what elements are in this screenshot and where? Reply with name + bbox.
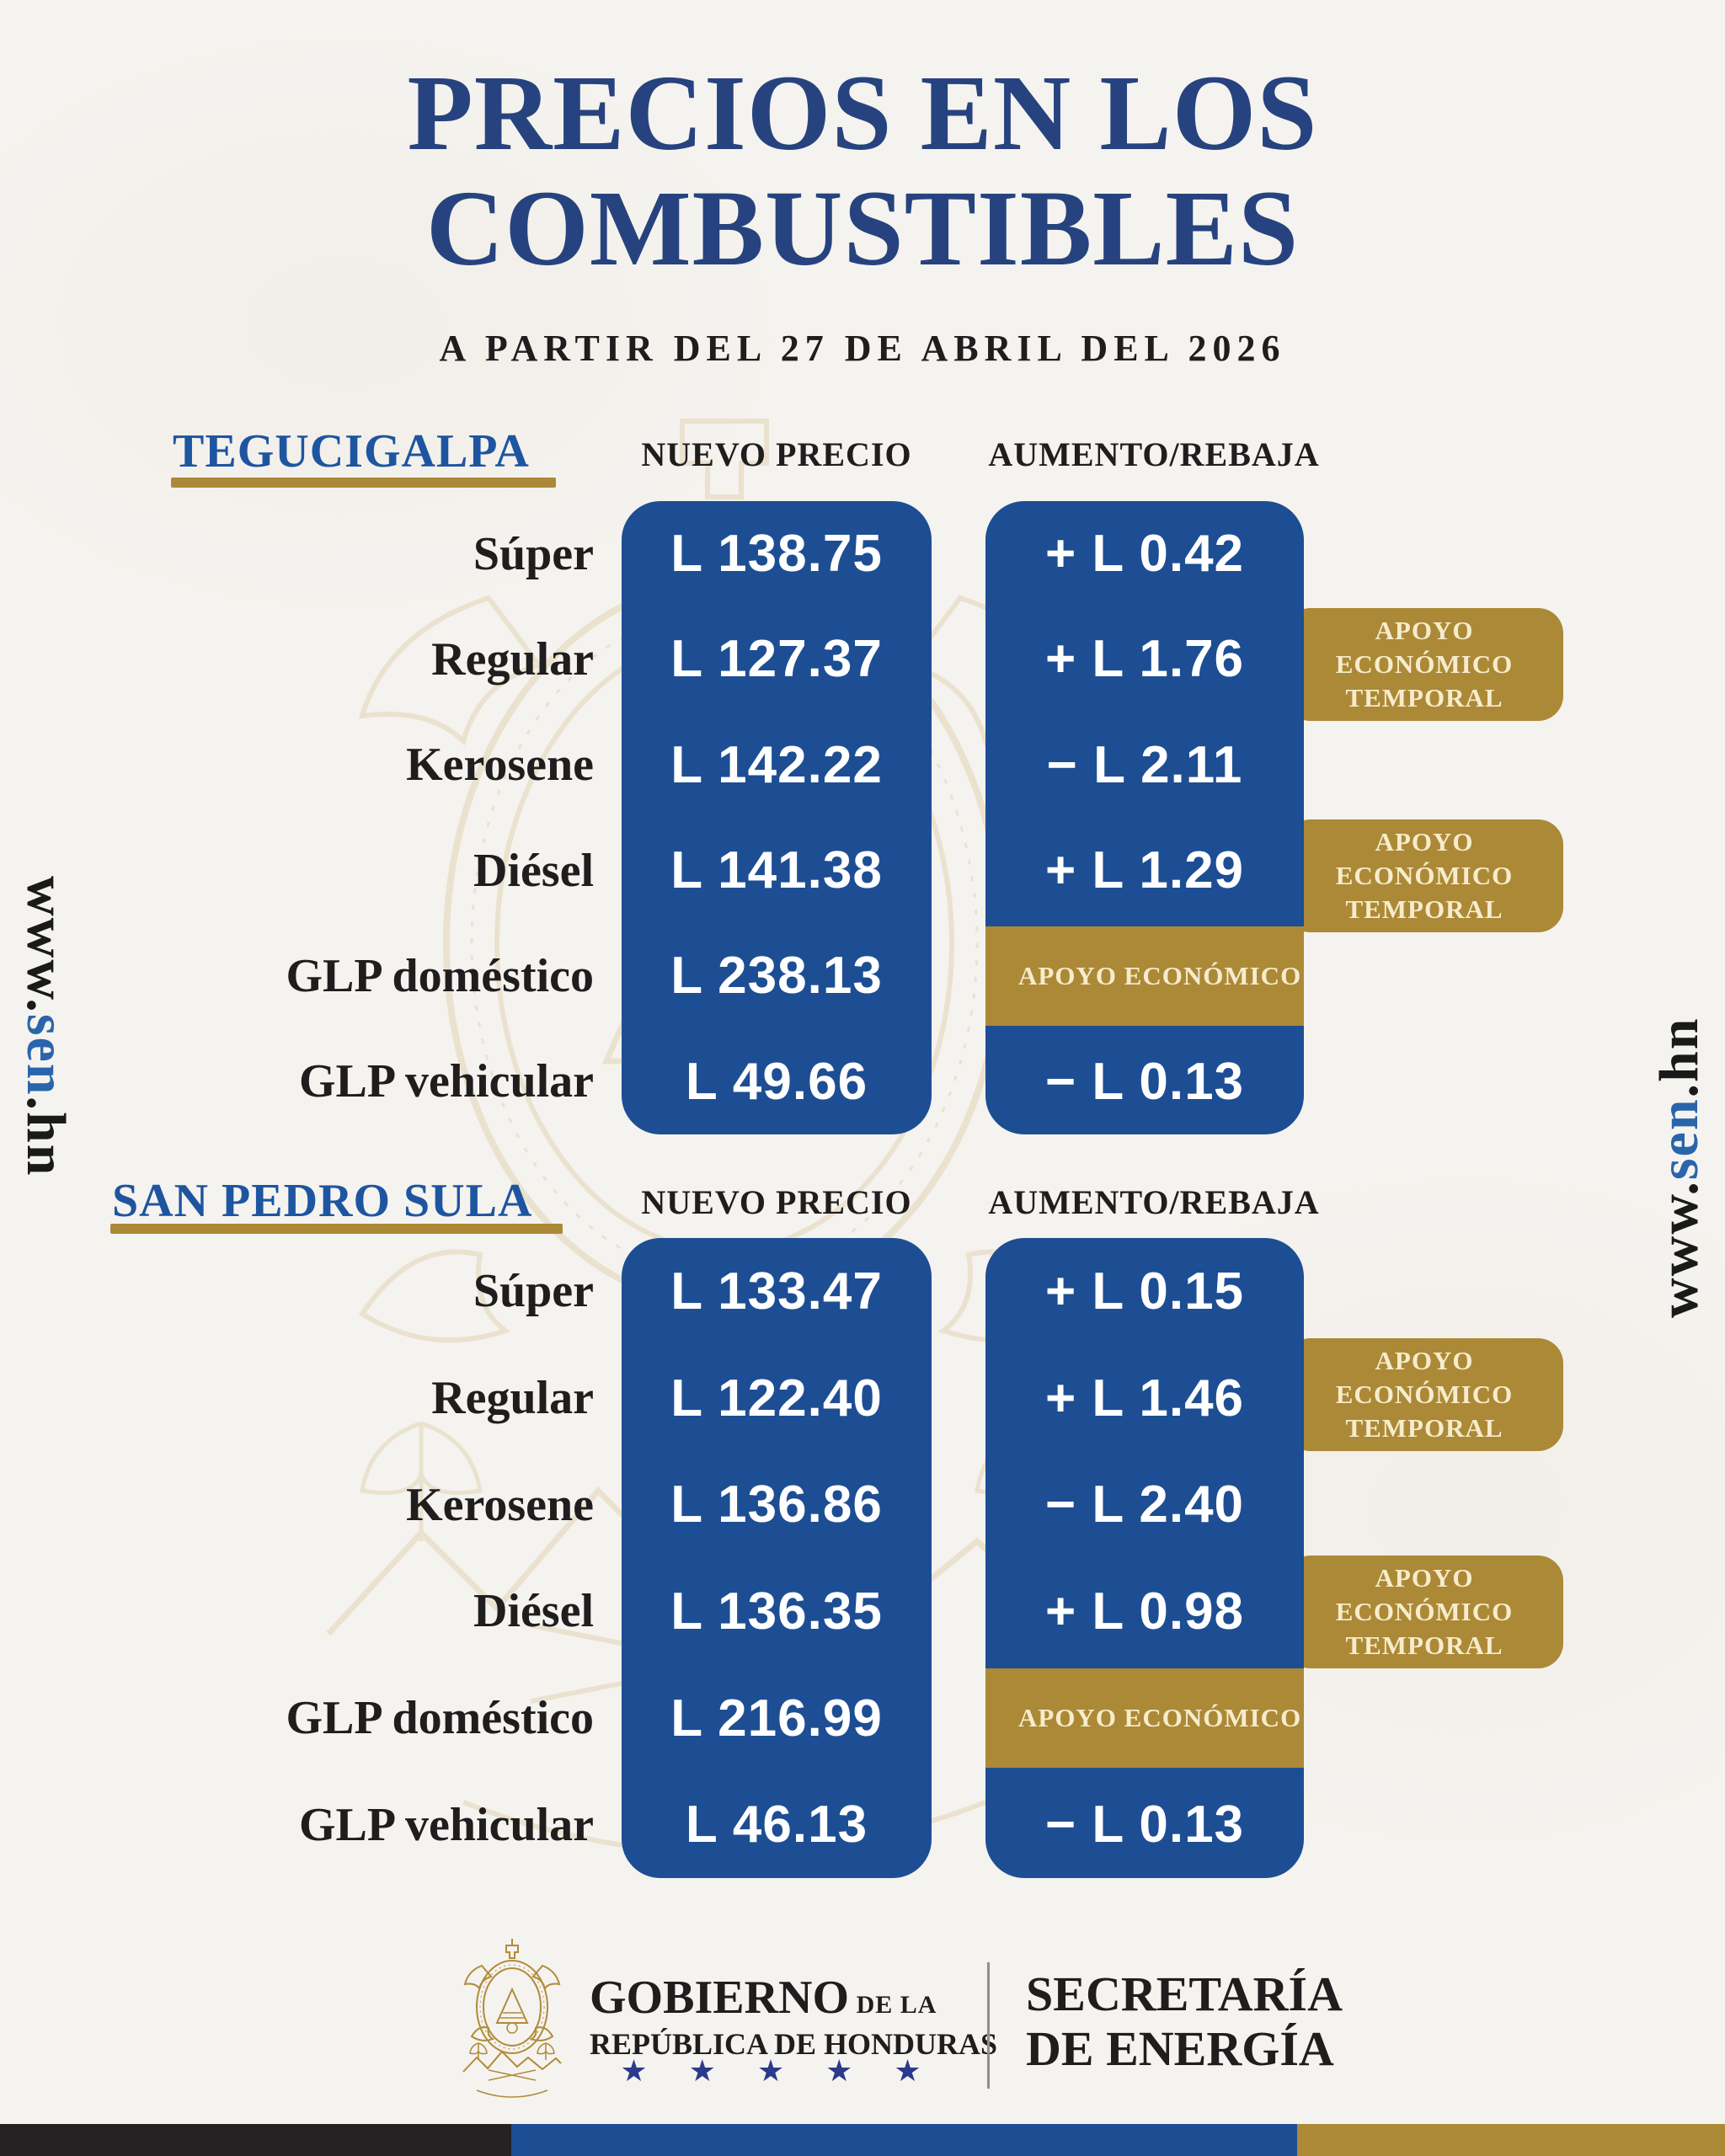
five-stars-icon: ★ ★ ★ ★ ★: [620, 2054, 921, 2088]
support-badge-regular: APOYO ECONÓMICO TEMPORAL: [1285, 1338, 1563, 1451]
price-value: L 142.22: [670, 735, 883, 794]
website-url-left: www.sen.hn: [13, 876, 77, 1177]
change-value: − L 0.13: [1044, 1796, 1245, 1854]
column-header-new-price: NUEVO PRECIO: [641, 435, 912, 473]
government-name: GOBIERNO DE LA: [590, 1971, 943, 2025]
city-underline: [171, 478, 556, 488]
change-value: + L 0.98: [1044, 1582, 1245, 1641]
url-suffix: .hn: [15, 1096, 77, 1177]
secretary-line1: SECRETARÍA: [1026, 1967, 1343, 2021]
bottom-bar-gold-segment: [1297, 2124, 1725, 2156]
url-prefix: www.: [15, 876, 77, 1014]
change-band-cell: APOYO ECONÓMICO TEMPORAL: [985, 1665, 1304, 1772]
fuel-labels: Súper Regular Kerosene Diésel GLP domést…: [101, 1238, 594, 1878]
fuel-label: GLP doméstico: [286, 1692, 594, 1745]
fuel-label: Súper: [473, 527, 594, 580]
footer-divider: [987, 1962, 990, 2089]
change-band-cell: APOYO ECONÓMICO TEMPORAL: [985, 923, 1304, 1028]
website-url-right: www.sen.hn: [1648, 1017, 1712, 1318]
column-header-change: AUMENTO/REBAJA: [988, 1183, 1320, 1221]
support-band: APOYO ECONÓMICO TEMPORAL: [985, 926, 1304, 1026]
fuel-label: GLP vehicular: [299, 1055, 594, 1108]
change-panel: + L 0.42 + L 1.76 − L 2.11 + L 1.29 APOY…: [985, 501, 1304, 1134]
support-badge-text: APOYO ECONÓMICO TEMPORAL: [1335, 1562, 1514, 1661]
change-value: + L 1.29: [1044, 841, 1245, 900]
government-brand: GOBIERNO DE LA REPÚBLICA DE HONDURAS: [590, 1971, 998, 2062]
change-value: − L 2.40: [1044, 1476, 1245, 1534]
url-prefix: www.: [1648, 1180, 1710, 1318]
city-name: SAN PEDRO SULA: [112, 1175, 533, 1227]
url-mid: sen: [15, 1013, 77, 1097]
page-title: PRECIOS EN LOS COMBUSTIBLES: [0, 56, 1725, 286]
support-badge-text: APOYO ECONÓMICO TEMPORAL: [1335, 1345, 1514, 1444]
price-value: L 141.38: [670, 841, 883, 900]
change-value: − L 0.13: [1044, 1052, 1245, 1111]
secretary-line2: DE ENERGÍA: [1026, 2020, 1334, 2076]
bottom-color-bar: [0, 2124, 1725, 2156]
support-badge-text: APOYO ECONÓMICO TEMPORAL: [1335, 615, 1514, 713]
new-price-panel: L 138.75 L 127.37 L 142.22 L 141.38 L 23…: [622, 501, 932, 1134]
effective-date: A PARTIR DEL 27 DE ABRIL DEL 2026: [439, 328, 1286, 369]
fuel-label: Regular: [431, 1372, 594, 1424]
new-price-panel: L 133.47 L 122.40 L 136.86 L 136.35 L 21…: [622, 1238, 932, 1878]
honduras-coat-of-arms-icon: [462, 1939, 562, 2098]
secretary-of-energy-title: SECRETARÍA DE ENERGÍA: [1026, 1967, 1343, 2077]
fuel-labels: Súper Regular Kerosene Diésel GLP domést…: [101, 501, 594, 1134]
fuel-label: GLP doméstico: [286, 949, 594, 1002]
price-value: L 138.75: [670, 525, 883, 584]
city-name: TEGUCIGALPA: [173, 425, 530, 478]
support-band-text: APOYO ECONÓMICO TEMPORAL: [1018, 1702, 1304, 1732]
support-badge-regular: APOYO ECONÓMICO TEMPORAL: [1285, 608, 1563, 721]
support-band: APOYO ECONÓMICO TEMPORAL: [985, 1668, 1304, 1769]
change-panel: + L 0.15 + L 1.46 − L 2.40 + L 0.98 APOY…: [985, 1238, 1304, 1878]
price-value: L 122.40: [670, 1369, 883, 1428]
url-mid: sen: [1648, 1097, 1710, 1181]
change-value: + L 0.42: [1044, 525, 1245, 584]
fuel-label: Súper: [473, 1265, 594, 1318]
city-underline: [110, 1224, 563, 1234]
column-header-new-price: NUEVO PRECIO: [641, 1183, 912, 1221]
price-value: L 127.37: [670, 630, 883, 689]
price-value: L 216.99: [670, 1689, 883, 1748]
support-badge-diesel: APOYO ECONÓMICO TEMPORAL: [1285, 819, 1563, 932]
bottom-bar-black-segment: [0, 2124, 511, 2156]
support-band-text: APOYO ECONÓMICO TEMPORAL: [1018, 960, 1304, 990]
support-badge-text: APOYO ECONÓMICO TEMPORAL: [1335, 826, 1514, 925]
price-value: L 46.13: [685, 1796, 868, 1854]
fuel-label: Kerosene: [406, 739, 594, 792]
change-value: + L 1.46: [1044, 1369, 1245, 1428]
page-title-line2: COMBUSTIBLES: [425, 168, 1300, 288]
price-value: L 238.13: [670, 947, 883, 1006]
change-value: + L 1.76: [1044, 630, 1245, 689]
price-value: L 136.35: [670, 1582, 883, 1641]
column-header-change: AUMENTO/REBAJA: [988, 435, 1320, 473]
government-subtitle: REPÚBLICA DE HONDURAS: [590, 2027, 998, 2061]
fuel-label: Diésel: [473, 1585, 594, 1638]
price-value: L 136.86: [670, 1476, 883, 1534]
fuel-label: Regular: [431, 632, 594, 686]
page-title-line1: PRECIOS EN LOS: [407, 53, 1318, 173]
fuel-label: Diésel: [473, 844, 594, 897]
fuel-label: GLP vehicular: [299, 1798, 594, 1851]
url-suffix: .hn: [1648, 1017, 1710, 1098]
government-name-main: GOBIERNO: [590, 1972, 850, 2024]
government-name-suffix: DE LA: [849, 1991, 937, 2019]
price-value: L 49.66: [685, 1052, 868, 1111]
price-value: L 133.47: [670, 1262, 883, 1321]
fuel-label: Kerosene: [406, 1478, 594, 1531]
bottom-bar-blue-segment: [511, 2124, 1297, 2156]
change-value: − L 2.11: [1046, 735, 1243, 794]
change-value: + L 0.15: [1044, 1262, 1245, 1321]
support-badge-diesel: APOYO ECONÓMICO TEMPORAL: [1285, 1556, 1563, 1668]
